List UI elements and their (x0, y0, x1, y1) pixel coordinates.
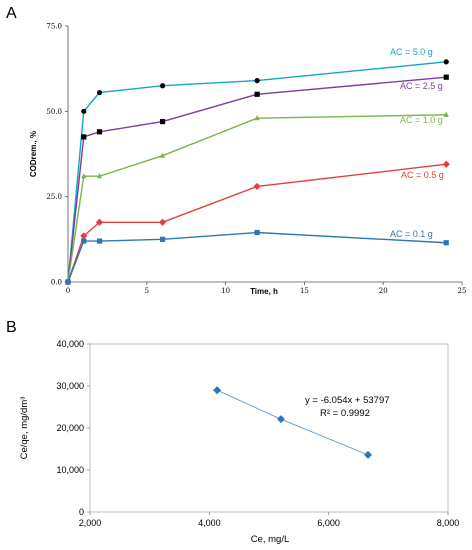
series-label: AC = 5.0 g (390, 47, 433, 57)
y-tick-label: 0.0 (51, 279, 62, 287)
data-point (442, 160, 450, 168)
data-point (443, 240, 449, 246)
data-point (96, 238, 103, 244)
x-tick-label: 2,000 (79, 518, 102, 528)
data-point (213, 386, 222, 395)
chart-b-axes: 2,000 4,000 6,000 8,000 0 10,000 20,000 30,000 4… (19, 339, 459, 545)
panel-letter-a: A (6, 5, 17, 22)
y-tick-label: 40,000 (56, 339, 84, 349)
y-axis-title: Ce/qe, mg/dm³ (19, 397, 30, 460)
data-point (96, 89, 103, 96)
chart-b-series (213, 386, 373, 459)
series-label: AC = 1.0 g (400, 115, 443, 125)
chart-b: B 2,000 4,000 6,000 8,000 0 10,000 20,000 30,00… (6, 319, 459, 545)
data-point (276, 415, 285, 424)
chart-a-series (64, 59, 450, 286)
series-line (67, 76, 447, 283)
y-axis-title: CODrem., % (29, 131, 38, 177)
data-point (80, 232, 88, 240)
data-point (81, 238, 87, 244)
x-tick-label: 10 (221, 287, 230, 295)
data-point (65, 279, 71, 285)
x-tick-label: 20 (379, 287, 388, 295)
data-point (443, 74, 449, 80)
series-label: AC = 2.5 g (400, 81, 443, 91)
y-tick-label: 20,000 (56, 423, 84, 433)
data-point (96, 129, 103, 135)
chart-a-series-labels: AC = 5.0 g AC = 2.5 g AC = 1.0 g AC = 0.5 g… (390, 47, 444, 239)
data-point (158, 218, 167, 226)
chart-a-axes: 0 5 10 15 20 25 0.0 25.0 50.0 75.0 Time, h CODrem.,… (29, 23, 466, 297)
data-point (254, 78, 260, 84)
data-point (159, 83, 166, 89)
x-axis-title: Time, h (250, 287, 278, 296)
x-tick-label: 8,000 (437, 518, 460, 528)
y-tick-label: 30,000 (56, 381, 84, 391)
y-tick-label: 10,000 (56, 465, 84, 475)
x-tick-label: 15 (300, 287, 309, 295)
data-point (95, 218, 104, 226)
data-point (254, 91, 260, 97)
chart-b-equation: y = -6.054x + 53797 R² = 0.9992 (305, 395, 390, 419)
data-point (81, 108, 87, 114)
series-line (67, 163, 447, 283)
data-point (81, 134, 87, 140)
data-point (443, 59, 449, 65)
y-tick-label: 50.0 (46, 108, 62, 116)
plot-frame (89, 343, 449, 513)
series-label: AC = 0.5 g (401, 170, 444, 180)
data-point (159, 118, 166, 125)
trendline-r2: R² = 0.9992 (320, 408, 370, 419)
x-tick-label: 4,000 (198, 518, 221, 528)
series-label: AC = 0.1 g (390, 229, 433, 239)
series-line (67, 231, 447, 283)
chart-a: A 0 5 10 15 20 25 0.0 25.0 50.0 75.0 Time, h CODrem… (6, 5, 466, 297)
series-line (67, 114, 447, 283)
x-axis-title: Ce, mg/L (251, 534, 290, 545)
y-tick-label: 75.0 (46, 23, 62, 31)
series-line (67, 61, 447, 283)
data-point (159, 236, 166, 242)
data-point (96, 173, 103, 179)
x-tick-label: 25 (458, 287, 467, 295)
data-point (159, 152, 166, 158)
y-tick-label: 0 (79, 507, 84, 517)
data-point (253, 182, 261, 191)
data-point (364, 450, 373, 459)
y-tick-label: 25.0 (46, 193, 62, 201)
x-tick-label: 6,000 (317, 518, 340, 528)
trendline-equation: y = -6.054x + 53797 (305, 395, 390, 406)
x-tick-label: 5 (145, 287, 149, 295)
panel-letter-b: B (6, 319, 17, 336)
data-point (254, 115, 260, 121)
data-point (254, 229, 260, 236)
x-tick-label: 0 (66, 287, 70, 295)
data-point (81, 173, 87, 179)
data-point (443, 111, 449, 117)
